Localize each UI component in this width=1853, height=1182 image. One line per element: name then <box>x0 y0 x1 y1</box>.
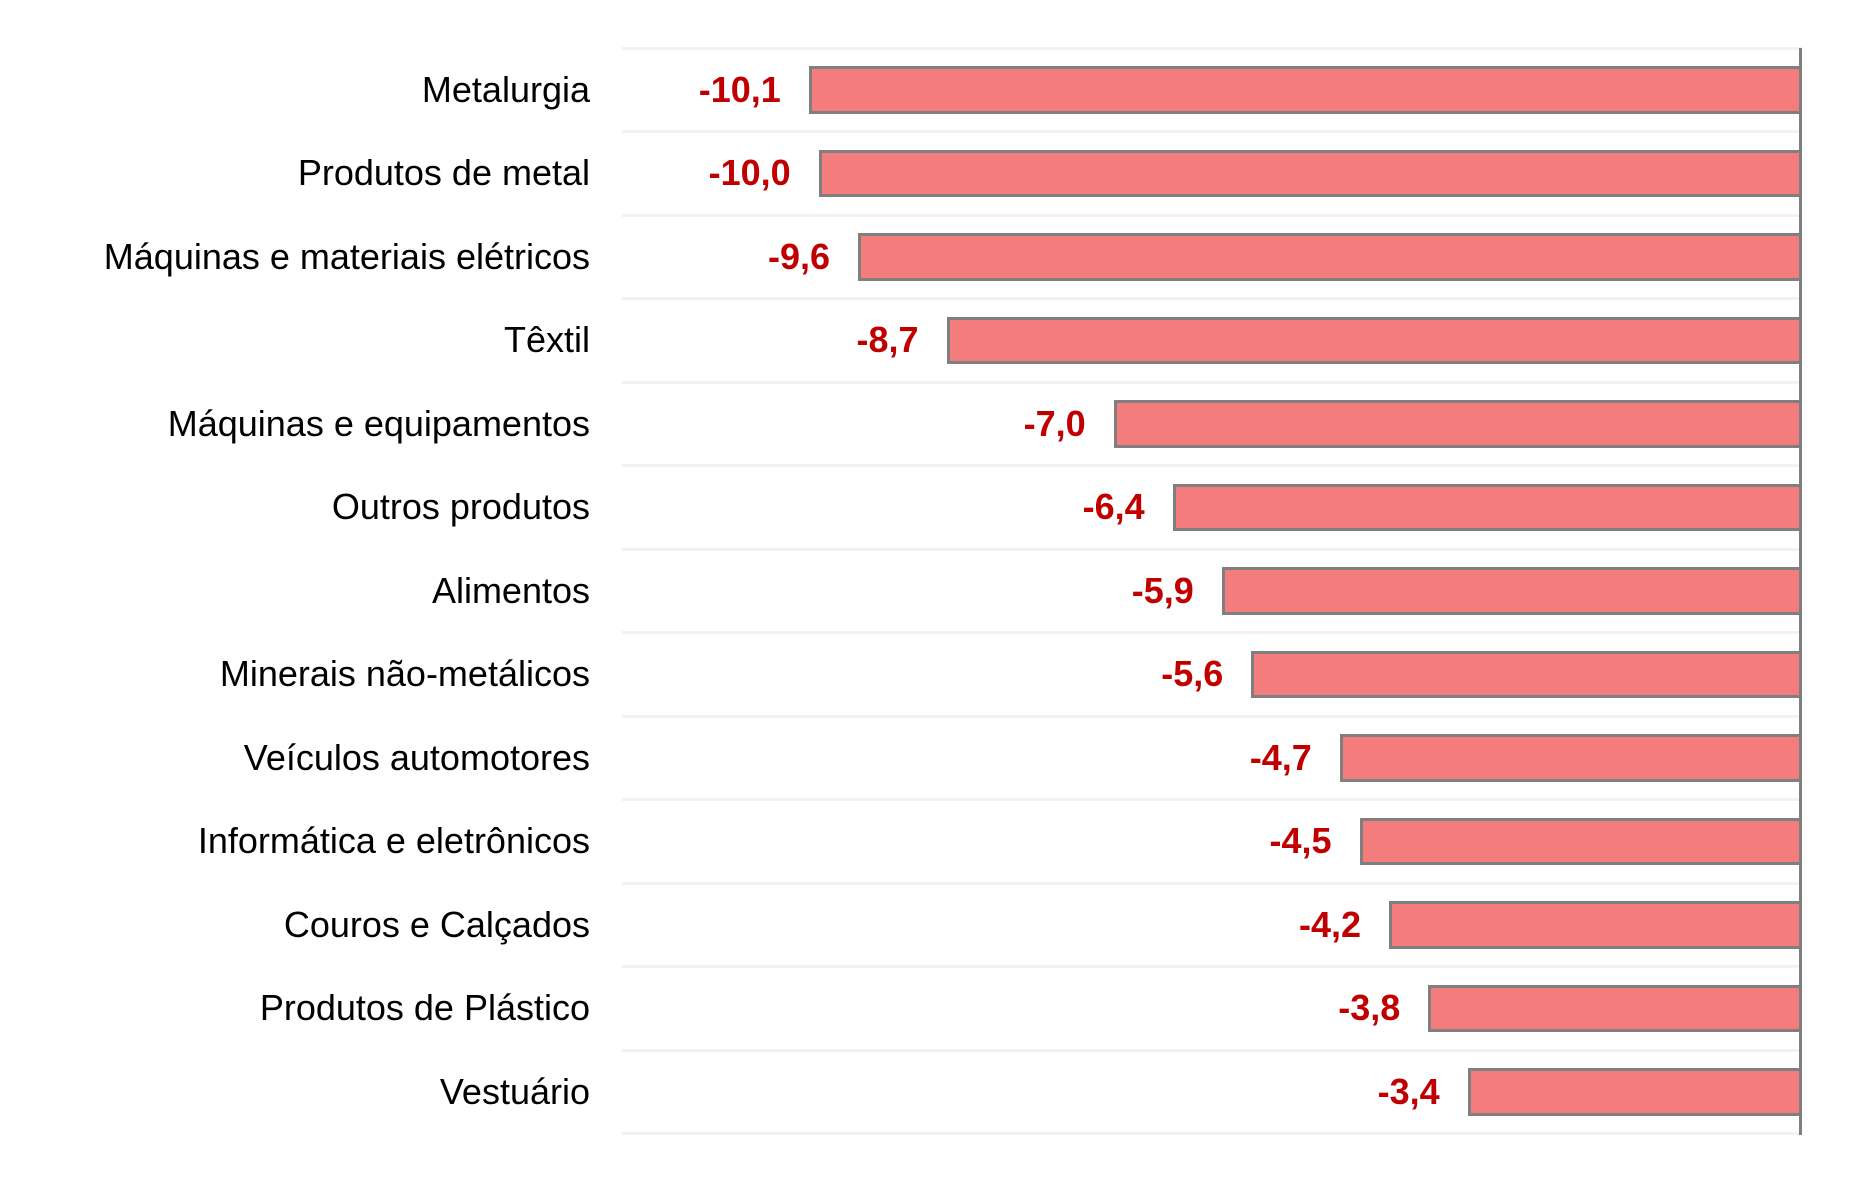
value-label: -4,5 <box>1269 820 1332 862</box>
bar <box>1467 1068 1802 1116</box>
bar <box>858 233 1802 281</box>
row-gridline <box>622 881 1802 885</box>
value-label: -9,6 <box>767 235 830 277</box>
bar <box>1251 650 1802 698</box>
category-label: Produtos de metal <box>297 152 590 194</box>
row-gridline <box>622 297 1802 300</box>
value-label: -6,4 <box>1082 486 1145 528</box>
bar <box>1428 984 1802 1032</box>
category-label: Couros e Calçados <box>283 903 590 945</box>
row-gridline <box>622 46 1802 50</box>
value-label: -8,7 <box>856 319 919 361</box>
category-label: Minerais não-metálicos <box>219 653 590 695</box>
row-gridline <box>622 1048 1802 1052</box>
category-label: Máquinas e materiais elétricos <box>103 235 590 277</box>
bar <box>1339 734 1802 782</box>
category-label: Vestuário <box>439 1070 590 1112</box>
bar <box>1359 817 1802 865</box>
category-label: Produtos de Plástico <box>259 987 590 1029</box>
category-label: Metalurgia <box>421 68 590 110</box>
category-label: Alimentos <box>431 569 590 611</box>
value-label: -10,1 <box>698 68 781 110</box>
category-label: Informática e eletrônicos <box>197 820 590 862</box>
category-label: Outros produtos <box>331 486 590 528</box>
bar <box>1172 483 1802 531</box>
category-label: Veículos automotores <box>243 736 590 778</box>
row-gridline <box>622 965 1802 968</box>
bar <box>1221 567 1802 615</box>
value-label: -4,2 <box>1298 903 1361 945</box>
row-gridline <box>622 1132 1802 1135</box>
bar <box>808 66 1802 114</box>
row-gridline <box>622 714 1802 718</box>
bar <box>1113 400 1802 448</box>
bar <box>818 149 1802 197</box>
bar <box>946 316 1802 364</box>
row-gridline <box>622 547 1802 551</box>
value-label: -10,0 <box>708 152 791 194</box>
row-gridline <box>622 631 1802 634</box>
bar <box>1389 901 1802 949</box>
row-gridline <box>622 130 1802 133</box>
value-label: -3,8 <box>1338 987 1401 1029</box>
category-label: Máquinas e equipamentos <box>167 402 590 444</box>
row-gridline <box>622 213 1802 217</box>
category-label: Têxtil <box>503 319 590 361</box>
row-gridline <box>622 464 1802 467</box>
value-label: -5,9 <box>1131 569 1194 611</box>
value-label: -3,4 <box>1377 1070 1440 1112</box>
value-label: -7,0 <box>1023 402 1086 444</box>
zero-axis-line <box>1799 48 1802 1135</box>
value-label: -4,7 <box>1249 736 1312 778</box>
row-gridline <box>622 380 1802 384</box>
row-gridline <box>622 798 1802 801</box>
value-label: -5,6 <box>1161 653 1224 695</box>
